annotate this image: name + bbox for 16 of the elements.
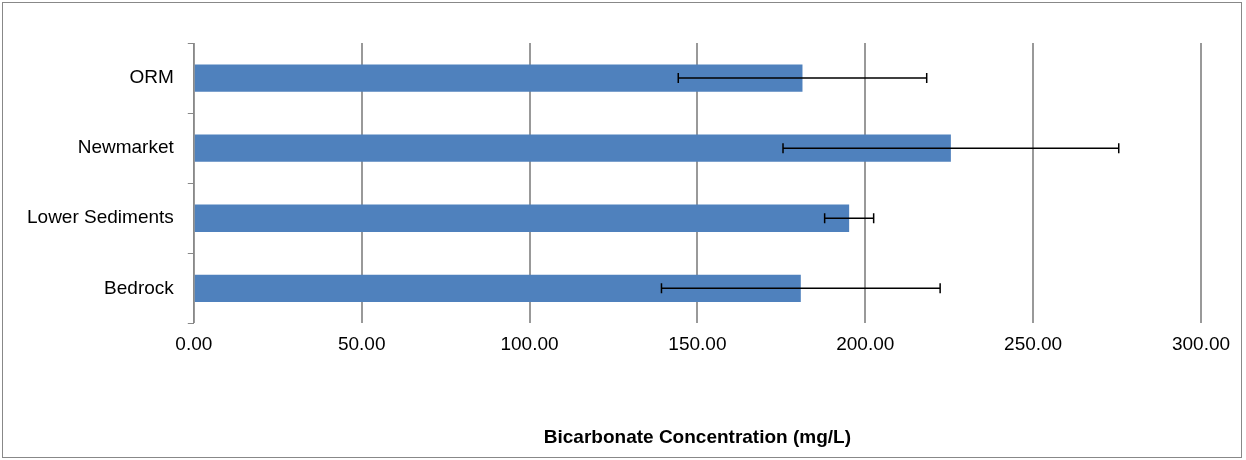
x-tick-label: 100.00 <box>500 333 559 355</box>
x-tick-label: 150.00 <box>668 333 727 355</box>
y-tick-label: Lower Sediments <box>27 206 174 228</box>
bar <box>194 64 803 92</box>
bar <box>194 204 850 232</box>
x-tick-label: 200.00 <box>836 333 895 355</box>
x-tick-label: 300.00 <box>1171 333 1231 355</box>
y-tick-label: ORM <box>129 66 174 88</box>
bar <box>194 134 951 162</box>
bar <box>194 274 801 303</box>
y-tick-label: Newmarket <box>77 136 175 158</box>
y-tick-label: Bedrock <box>104 276 175 298</box>
x-tick-label: 50.00 <box>337 333 386 355</box>
x-tick-label: 250.00 <box>1004 333 1063 355</box>
x-axis-title: Bicarbonate Concentration (mg/L) <box>543 425 851 447</box>
x-tick-label: 0.00 <box>175 333 213 355</box>
